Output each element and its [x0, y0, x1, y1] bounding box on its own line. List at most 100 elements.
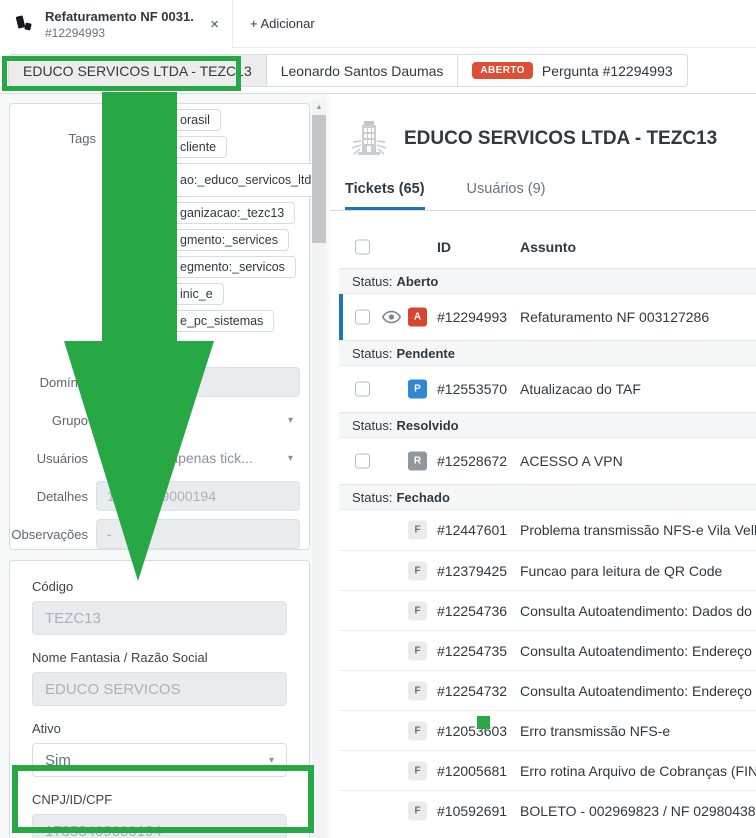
- ticket-row[interactable]: F #12254736 Consulta Autoatendimento: Dado…: [339, 590, 756, 630]
- app-tab[interactable]: Refaturamento NF 0031... #12294993 ×: [0, 0, 232, 48]
- field-select[interactable]: Visualizar apenas tick... ▾: [96, 443, 300, 473]
- status-badge: ABERTO: [472, 62, 533, 79]
- app-tab-texts: Refaturamento NF 0031... #12294993: [45, 9, 194, 40]
- ticket-id: #12294993: [437, 309, 508, 325]
- scrollbar-thumb[interactable]: [312, 115, 326, 243]
- field-label: Domínio: [39, 374, 88, 390]
- select-all-checkbox[interactable]: [355, 239, 370, 254]
- codigo-input: TEZC13: [32, 601, 287, 635]
- column-header-id: ID: [437, 238, 451, 255]
- ativo-label: Ativo: [32, 721, 61, 736]
- tag-pill: orasil: [107, 109, 221, 131]
- tag-pill: inic_e: [107, 283, 224, 305]
- field-label: Observações: [11, 526, 88, 542]
- status-group: Status: Fechado F #12447601 Problema transmi…: [339, 484, 756, 830]
- ticket-id: #12005681: [437, 762, 508, 779]
- ticket-row[interactable]: P #12553570 Atualizacao do TAF: [339, 366, 756, 412]
- breadcrumb-ticket-label: Pergunta #12294993: [541, 62, 673, 79]
- nome-fantasia-input: EDUCO SERVICOS: [32, 672, 287, 706]
- tag-pill: cliente: [107, 136, 228, 158]
- org-fields: Domínio Grupo ▾ Usuários Visualizar apenas t…: [10, 367, 309, 557]
- ticket-row[interactable]: F #12254732 Consulta Autoatendimento: Ende…: [339, 670, 756, 710]
- ativo-select[interactable]: Sim ▾: [32, 743, 287, 777]
- tag-pill: e_pc_sistemas: [107, 310, 275, 332]
- status-prefix: Status:: [352, 345, 393, 361]
- org-details-card: Código TEZC13 Nome Fantasia / Razão Soci…: [9, 560, 310, 838]
- field-row: Usuários Visualizar apenas tick... ▾: [10, 443, 309, 473]
- ticket-status-badge: A: [408, 307, 427, 327]
- field-disabled-input: -: [96, 519, 300, 549]
- status-value: Resolvido: [396, 417, 459, 433]
- status-group-header: Status: Resolvido: [339, 412, 756, 438]
- ticket-subject: BOLETO - 002969823 / NF 02980438: [520, 802, 756, 819]
- ticket-subject: Refaturamento NF 003127286: [520, 309, 710, 325]
- organization-sidebar: Tags orasil cliente ao:_educo_servicos_ltd…: [0, 94, 330, 838]
- tickets-table: ID Assunto Status: Aberto A #12294993 Refatu…: [339, 225, 756, 830]
- ticket-status-badge: P: [408, 379, 427, 399]
- field-row: Domínio: [10, 367, 309, 397]
- tags-label: Tags: [68, 131, 96, 146]
- ticket-subject: Erro rotina Arquivo de Cobranças (FINA: [520, 762, 756, 779]
- cnpj-label: CNPJ/ID/CPF: [32, 792, 113, 807]
- ticket-row[interactable]: F #12447601 Problema transmissão NFS-e Vil…: [339, 510, 756, 550]
- field-label: Grupo: [51, 412, 88, 428]
- tag-pill: egmento:_servicos: [107, 256, 296, 278]
- row-checkbox[interactable]: [355, 309, 370, 325]
- ticket-row[interactable]: R #12528672 ACESSO A VPN: [339, 438, 756, 484]
- ticket-row[interactable]: F #10592691 BOLETO - 002969823 / NF 029804…: [339, 790, 756, 830]
- org-title: EDUCO SERVICOS LTDA - TEZC13: [404, 128, 718, 149]
- status-group-header: Status: Aberto: [339, 268, 756, 294]
- ticket-subject: Consulta Autoatendimento: Endereço: [520, 682, 752, 699]
- status-value: Fechado: [396, 489, 450, 505]
- ticket-row[interactable]: F #12053603 Erro transmissão NFS-e: [339, 710, 756, 750]
- breadcrumb-ticket-button[interactable]: ABERTO Pergunta #12294993: [457, 54, 688, 87]
- scrollbar-up-arrow[interactable]: ▲: [315, 103, 323, 111]
- ticket-id: #12053603: [437, 722, 508, 739]
- sidebar-scrollbar[interactable]: ▲: [312, 100, 326, 838]
- ticket-row[interactable]: A #12294993 Refaturamento NF 003127286: [339, 294, 756, 340]
- row-checkbox[interactable]: [355, 453, 370, 469]
- codigo-label: Código: [32, 579, 74, 594]
- field-row: Detalhes 17353409000194: [10, 481, 309, 511]
- field-disabled-input: 17353409000194: [96, 481, 300, 511]
- table-body: Status: Aberto A #12294993 Refaturamento NF …: [339, 268, 756, 830]
- org-fields-card: Tags orasil cliente ao:_educo_servicos_ltd…: [9, 103, 323, 550]
- field-select[interactable]: ▾: [96, 405, 300, 435]
- ticket-subject: Funcao para leitura de QR Code: [520, 562, 723, 579]
- ticket-row[interactable]: F #12379425 Funcao para leitura de QR Code: [339, 550, 756, 590]
- field-label: Usuários: [36, 450, 88, 466]
- ticket-row[interactable]: F #12005681 Erro rotina Arquivo de Cobranç…: [339, 750, 756, 790]
- ticket-subject: Problema transmissão NFS-e Vila Velha: [520, 522, 756, 538]
- status-group: Status: Pendente P #12553570 Atualizacao do …: [339, 340, 756, 412]
- ticket-status-badge: F: [408, 681, 427, 700]
- ticket-status-badge: F: [408, 520, 427, 540]
- eye-icon[interactable]: [381, 310, 402, 324]
- breadcrumb-user-button[interactable]: Leonardo Santos Daumas: [265, 54, 459, 87]
- ticket-id: #12254736: [437, 602, 508, 619]
- cnpj-input: 17353409000194: [32, 814, 287, 838]
- tab-close-icon[interactable]: ×: [210, 15, 219, 33]
- tab-tickets[interactable]: Tickets (65): [345, 178, 425, 210]
- status-value: Pendente: [396, 345, 455, 361]
- nome-fantasia-label: Nome Fantasia / Razão Social: [32, 650, 208, 665]
- ticket-subject: Erro transmissão NFS-e: [520, 722, 671, 739]
- breadcrumb: EDUCO SERVICOS LTDA - TEZC13 Leonardo Sa…: [0, 48, 756, 94]
- ticket-id: #12254735: [437, 642, 508, 659]
- add-tab-button[interactable]: + Adicionar: [250, 16, 315, 31]
- ticket-row[interactable]: F #12254735 Consulta Autoatendimento: Ende…: [339, 630, 756, 670]
- status-prefix: Status:: [352, 489, 393, 505]
- status-group: Status: Resolvido R #12528672 ACESSO A VPN: [339, 412, 756, 484]
- status-value: Aberto: [396, 273, 439, 289]
- field-row: Observações -: [10, 519, 309, 549]
- breadcrumb-org-button[interactable]: EDUCO SERVICOS LTDA - TEZC13: [8, 54, 267, 87]
- ticket-subject: Consulta Autoatendimento: Endereço: [520, 642, 752, 659]
- tag-pill: ao:_educo_servicos_ltd: [107, 163, 323, 197]
- row-checkbox[interactable]: [355, 381, 370, 397]
- ticket-status-badge: F: [408, 761, 427, 780]
- building-icon: [350, 118, 388, 160]
- chevron-down-icon: ▾: [268, 754, 274, 766]
- tag-pill: ganizacao:_tezc13: [107, 202, 296, 224]
- tab-usuarios[interactable]: Usuários (9): [466, 181, 546, 197]
- ticket-id: #10592691: [437, 802, 508, 819]
- ativo-value: Sim: [45, 751, 71, 769]
